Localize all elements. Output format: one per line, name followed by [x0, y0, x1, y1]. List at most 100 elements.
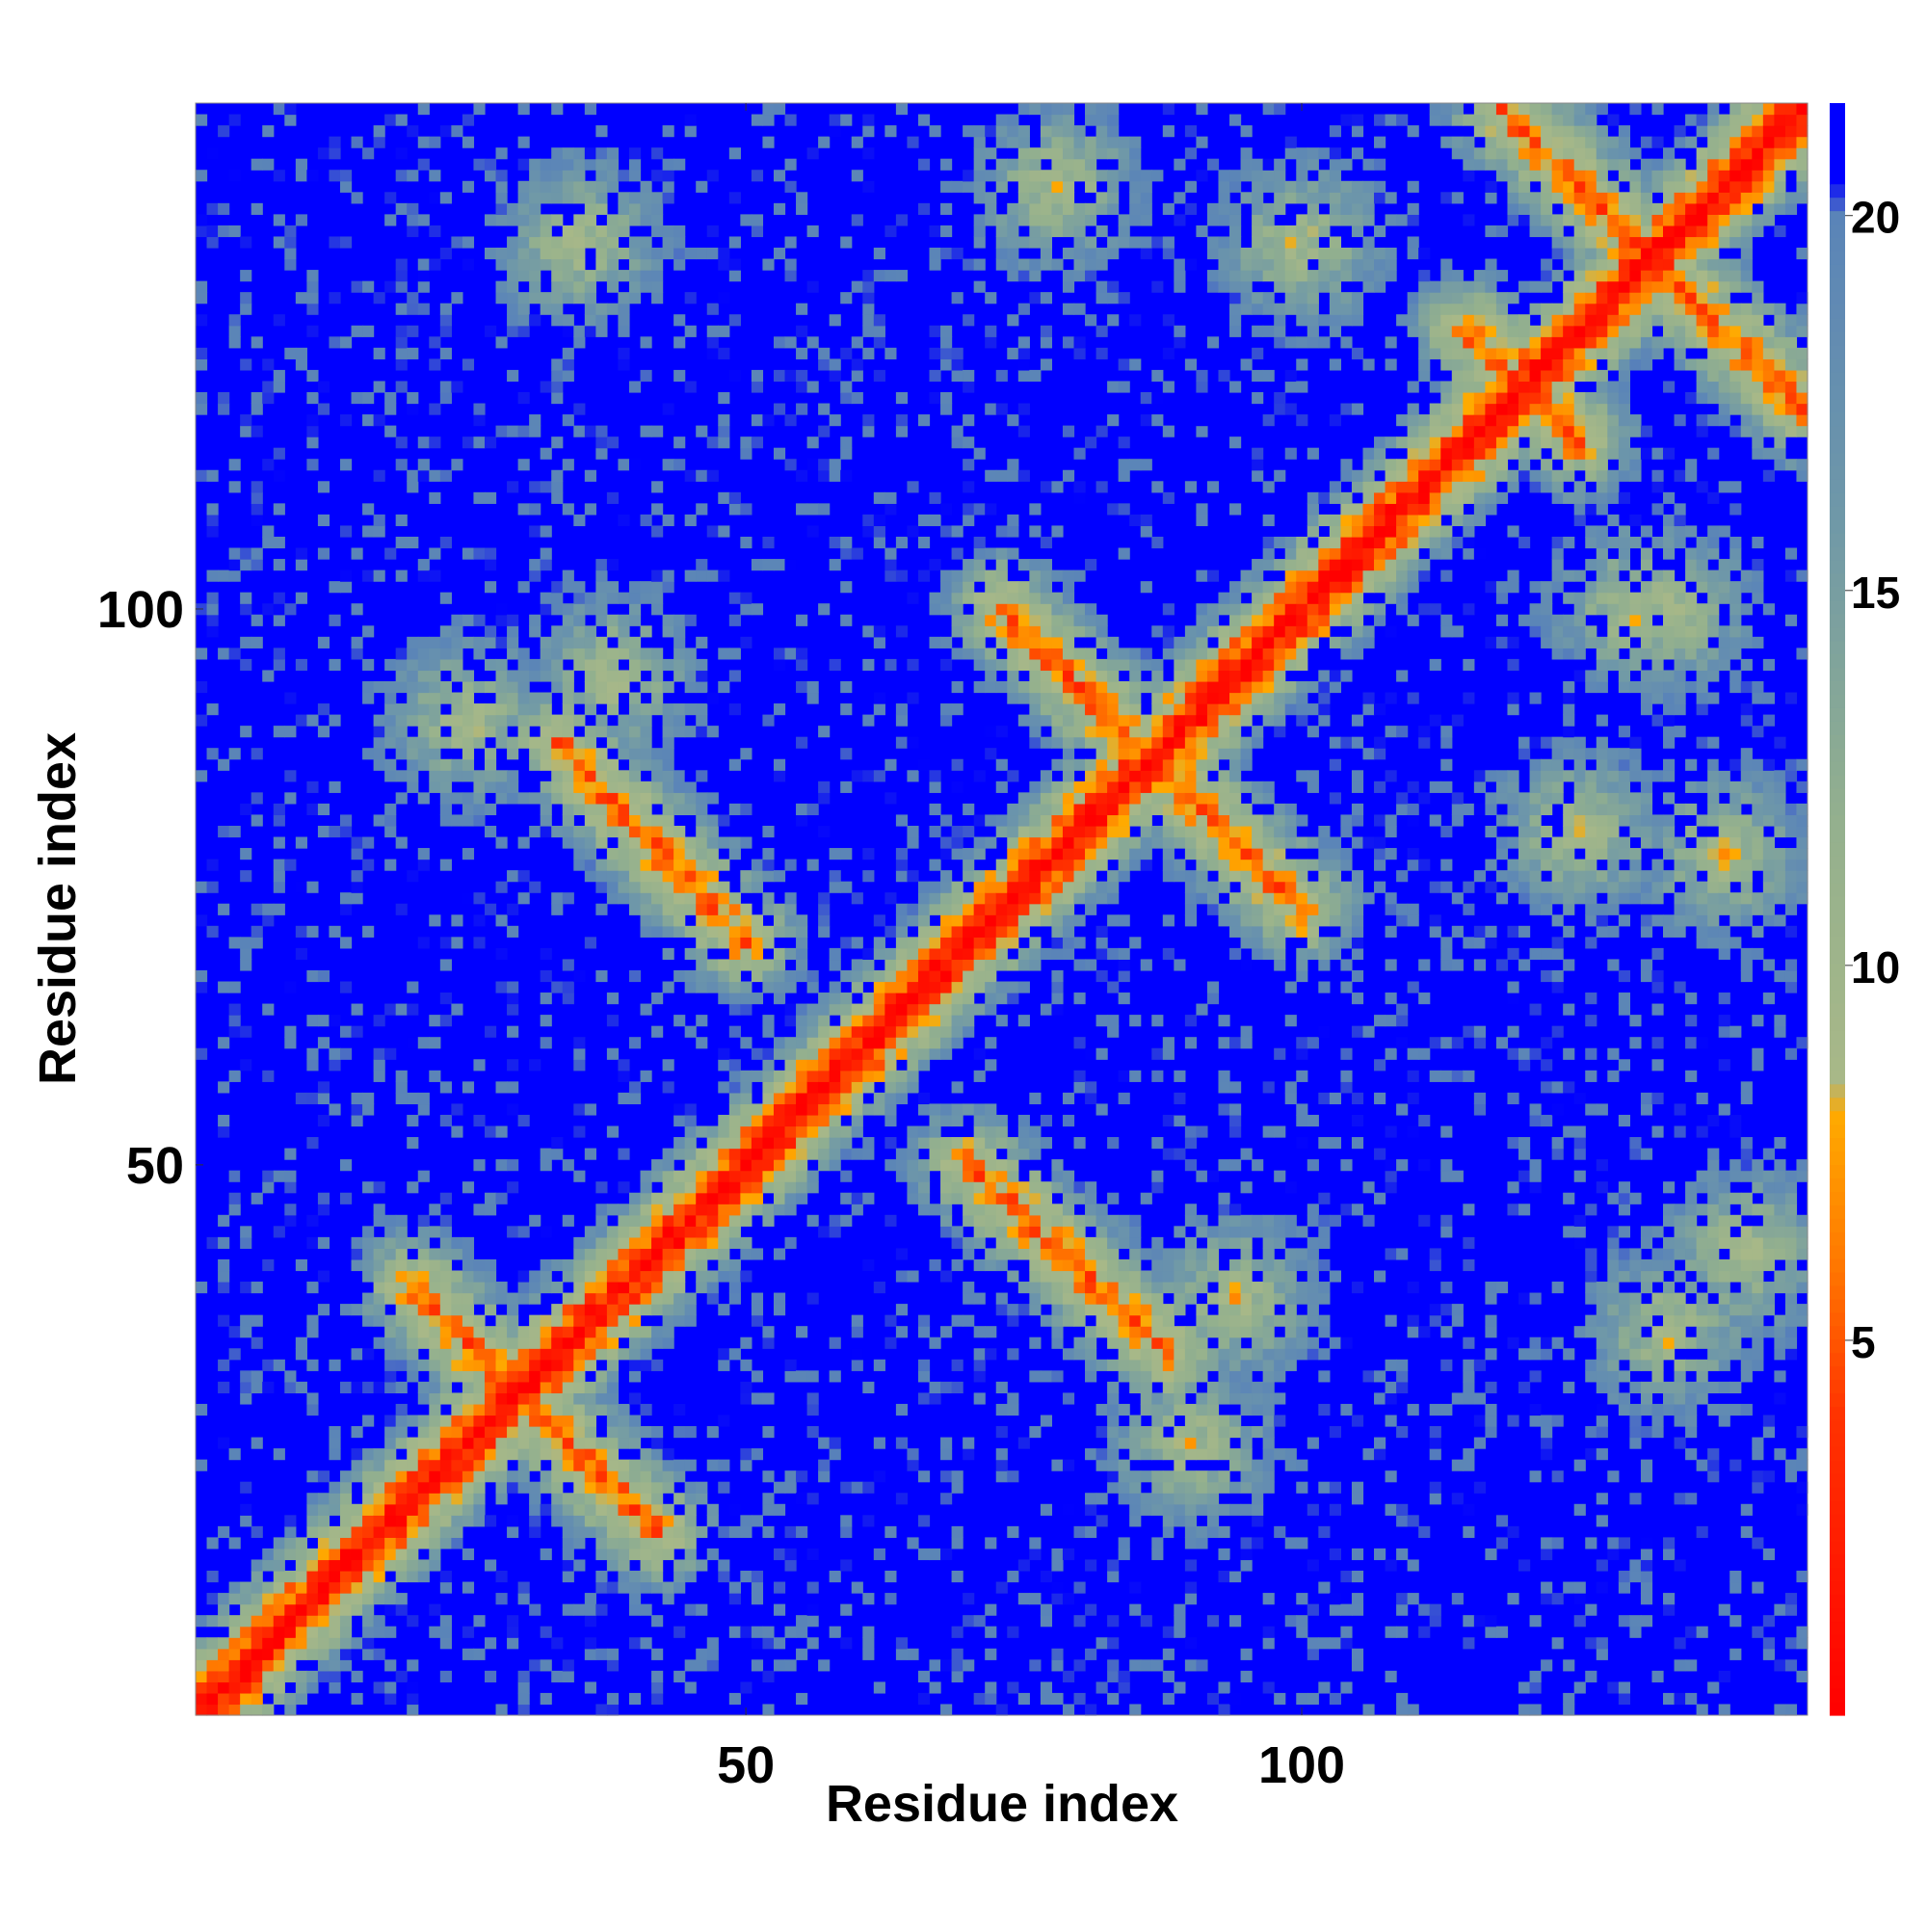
heatmap-cell [985, 1214, 997, 1227]
heatmap-cell [218, 202, 230, 215]
heatmap-cell [851, 1148, 863, 1160]
heatmap-cell [895, 1493, 909, 1505]
heatmap-cell [384, 1593, 397, 1605]
heatmap-cell [473, 1326, 486, 1338]
heatmap-cell [439, 1370, 452, 1383]
heatmap-cell [1007, 803, 1019, 816]
heatmap-cell [295, 1348, 307, 1361]
heatmap-cell [651, 1692, 664, 1706]
heatmap-cell [306, 1515, 319, 1527]
heatmap-cell [873, 692, 885, 704]
heatmap-cell [684, 1525, 697, 1538]
heatmap-cell [395, 1503, 408, 1516]
heatmap-cell [973, 1192, 986, 1204]
heatmap-cell [762, 114, 775, 126]
heatmap-cell [429, 136, 441, 148]
heatmap-cell [862, 1515, 875, 1527]
heatmap-cell [929, 881, 941, 893]
heatmap-cell [1017, 803, 1030, 816]
heatmap-cell [1095, 1270, 1108, 1283]
heatmap-cell [517, 1704, 530, 1716]
heatmap-cell [628, 1192, 642, 1204]
heatmap-cell [985, 603, 997, 616]
heatmap-cell [495, 1704, 508, 1716]
heatmap-cell [262, 1603, 275, 1616]
heatmap-cell [1129, 859, 1142, 871]
heatmap-cell [507, 214, 519, 226]
heatmap-cell [940, 1170, 953, 1182]
heatmap-cell [329, 1603, 341, 1616]
heatmap-cell [351, 1503, 363, 1516]
heatmap-cell [228, 314, 241, 327]
heatmap-cell [963, 1214, 975, 1227]
heatmap-cell [284, 347, 297, 359]
heatmap-cell [862, 414, 875, 427]
heatmap-cell [1129, 1704, 1142, 1716]
heatmap-cell [273, 648, 285, 660]
heatmap-cell [284, 1148, 297, 1160]
heatmap-cell [1073, 1282, 1086, 1294]
heatmap-cell [495, 1192, 508, 1204]
heatmap-cell [651, 1503, 664, 1516]
heatmap-cell [662, 1470, 674, 1483]
heatmap-cell [1162, 1470, 1175, 1483]
heatmap-cell [495, 1493, 508, 1505]
heatmap-cell [606, 236, 620, 249]
heatmap-cell [673, 881, 686, 893]
heatmap-cell [551, 180, 564, 193]
heatmap-cell [917, 1003, 931, 1016]
heatmap-cell [696, 792, 708, 805]
heatmap-cell [907, 914, 919, 927]
heatmap-cell [651, 1648, 664, 1660]
heatmap-cell [718, 1359, 730, 1371]
heatmap-cell [1174, 1470, 1186, 1483]
heatmap-cell [306, 1581, 319, 1594]
heatmap-cell [462, 1581, 475, 1594]
heatmap-cell [1073, 736, 1086, 749]
heatmap-cell [306, 1470, 319, 1483]
heatmap-cell [640, 1226, 652, 1238]
heatmap-cell [895, 1015, 909, 1027]
heatmap-cell [1017, 981, 1030, 993]
heatmap-cell [1118, 1314, 1130, 1327]
heatmap-cell [196, 314, 208, 327]
heatmap-cell [917, 925, 931, 938]
heatmap-cell [473, 892, 486, 905]
heatmap-cell [963, 1170, 975, 1182]
heatmap-cell [784, 336, 797, 349]
heatmap-cell [329, 336, 341, 349]
heatmap-cell [473, 636, 486, 648]
heatmap-cell [784, 947, 797, 961]
heatmap-cell [895, 1159, 909, 1172]
heatmap-cell [806, 225, 819, 238]
heatmap-cell [584, 636, 596, 648]
heatmap-cell [595, 903, 608, 915]
heatmap-cell [995, 881, 1008, 893]
heatmap-cell [1051, 1314, 1064, 1327]
heatmap-cell [1007, 202, 1019, 215]
heatmap-cell [1029, 1659, 1042, 1672]
heatmap-cell [273, 214, 285, 226]
heatmap-cell [540, 192, 552, 204]
heatmap-cell [1073, 614, 1086, 626]
heatmap-cell [740, 1103, 752, 1116]
heatmap-cell [640, 1581, 652, 1594]
heatmap-cell [1162, 914, 1175, 927]
heatmap-cell [1017, 403, 1030, 415]
heatmap-cell [1118, 1537, 1130, 1549]
heatmap-cell [517, 314, 530, 327]
heatmap-cell [851, 1092, 863, 1105]
heatmap-cell [673, 1258, 686, 1272]
heatmap-cell [562, 569, 574, 582]
heatmap-cell [640, 814, 652, 827]
heatmap-cell [251, 903, 263, 915]
heatmap-cell [1140, 770, 1152, 782]
heatmap-cell [1129, 814, 1142, 827]
heatmap-cell [551, 1403, 564, 1416]
heatmap-cell [573, 147, 586, 160]
heatmap-cell [1017, 625, 1030, 638]
heatmap-cell [884, 1015, 897, 1027]
heatmap-cell [262, 1637, 275, 1650]
heatmap-cell [228, 1626, 241, 1638]
heatmap-cell [1107, 1571, 1120, 1583]
